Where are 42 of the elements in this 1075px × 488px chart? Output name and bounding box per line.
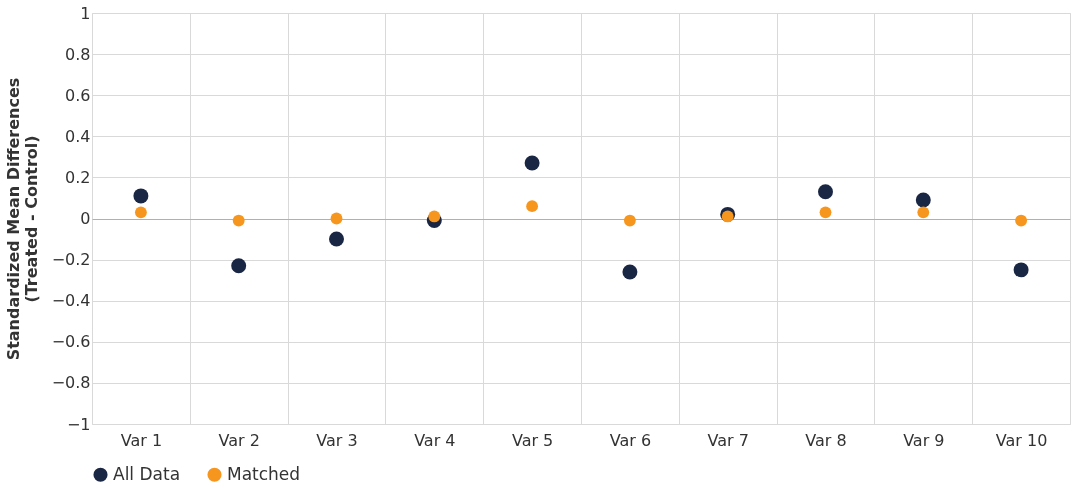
- point: [329, 231, 344, 247]
- x-tick-label: Var 9: [903, 430, 945, 450]
- x-tick-label: Var 2: [218, 430, 260, 450]
- legend-label: Matched: [227, 463, 301, 484]
- y-tick-label: 0.6: [65, 85, 91, 105]
- y-tick-label: 0.2: [65, 167, 91, 187]
- point: [231, 258, 247, 274]
- y-tick-label: −1: [66, 414, 91, 434]
- point: [622, 264, 638, 280]
- point: [917, 206, 930, 219]
- point: [818, 184, 833, 200]
- y-tick-label: 0.8: [65, 44, 91, 64]
- y-tick-label: 1: [80, 3, 91, 23]
- y-tick-label: 0: [80, 209, 91, 228]
- point: [1015, 214, 1028, 227]
- y-tick-label: −0.6: [51, 332, 91, 352]
- point: [428, 210, 441, 223]
- y-tick-label: 0.4: [65, 126, 91, 146]
- point: [623, 214, 636, 227]
- y-axis-title: Standardized Mean Differences (Treated - Control): [3, 77, 41, 361]
- x-tick-label: Var 4: [414, 430, 456, 450]
- point: [915, 192, 931, 208]
- y-tick-label: −0.4: [51, 291, 91, 311]
- x-tick-label: Var 3: [316, 430, 358, 450]
- point: [133, 188, 149, 204]
- point: [1013, 262, 1029, 278]
- point: [721, 210, 734, 223]
- y-tick-label: −0.8: [51, 373, 91, 393]
- point: [134, 206, 147, 219]
- y-tick-label: −0.2: [51, 250, 91, 270]
- point: [526, 200, 539, 213]
- point: [232, 214, 245, 227]
- legend-label: All Data: [113, 463, 181, 484]
- point: [524, 155, 540, 171]
- point: [330, 212, 343, 225]
- x-tick-label: Var 7: [707, 430, 749, 450]
- x-tick-label: Var 10: [995, 430, 1048, 450]
- point: [819, 206, 832, 219]
- x-tick-label: Var 5: [511, 430, 554, 450]
- x-tick-label: Var 6: [609, 430, 652, 450]
- x-tick-label: Var 8: [805, 430, 847, 450]
- x-tick-label: Var 1: [120, 430, 163, 450]
